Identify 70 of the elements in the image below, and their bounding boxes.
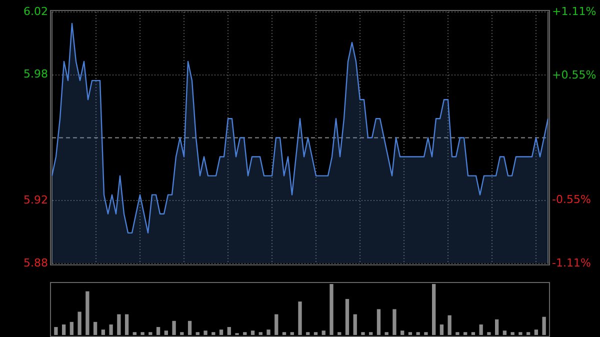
y-tick-label: 6.02 xyxy=(24,4,48,18)
bar xyxy=(78,312,82,335)
bar xyxy=(448,315,452,335)
bar xyxy=(117,314,121,335)
bar xyxy=(188,320,192,335)
bar xyxy=(432,284,436,335)
bar xyxy=(510,332,514,335)
bar xyxy=(384,332,388,335)
bar xyxy=(440,324,444,335)
bar xyxy=(322,330,326,335)
bar xyxy=(400,330,404,335)
bar xyxy=(148,332,152,335)
bar xyxy=(518,332,522,335)
bar xyxy=(376,309,381,335)
bar xyxy=(542,316,546,335)
bar xyxy=(109,324,113,335)
bar xyxy=(330,284,334,335)
bar xyxy=(266,330,270,335)
bar xyxy=(424,332,428,335)
bar xyxy=(250,330,255,335)
bar xyxy=(408,332,412,335)
y-tick-label: 5.92 xyxy=(24,193,48,206)
bar xyxy=(338,332,342,335)
bar xyxy=(416,332,420,335)
bar xyxy=(526,332,530,335)
bar xyxy=(392,309,396,335)
bar xyxy=(164,330,168,335)
bar xyxy=(156,327,160,335)
bar xyxy=(62,324,66,335)
bar xyxy=(471,332,476,335)
bar xyxy=(298,302,302,335)
y-tick-label: 5.88 xyxy=(24,256,48,270)
bar xyxy=(306,332,310,335)
y2-tick-label: +0.55% xyxy=(552,68,596,82)
bar xyxy=(212,332,216,335)
bar xyxy=(196,332,200,335)
bar xyxy=(140,332,144,335)
bar xyxy=(258,332,262,335)
bar xyxy=(464,332,468,335)
bar xyxy=(494,319,499,335)
bar xyxy=(456,332,460,335)
bar xyxy=(243,332,247,335)
bar xyxy=(487,332,491,335)
y2-tick-label: -1.11% xyxy=(552,256,591,270)
bar xyxy=(345,298,350,335)
bar xyxy=(369,332,373,335)
bar xyxy=(227,327,231,335)
bar xyxy=(132,332,136,335)
bar xyxy=(353,314,357,335)
y-tick-label: 5.98 xyxy=(24,68,48,81)
bar xyxy=(180,332,184,335)
bar xyxy=(219,330,224,335)
y2-tick-label: +1.11% xyxy=(552,4,596,18)
bar xyxy=(479,324,483,335)
bar xyxy=(86,291,90,335)
bar xyxy=(101,330,106,335)
bar xyxy=(282,332,286,335)
bar xyxy=(70,322,74,335)
bar xyxy=(172,320,176,335)
bar xyxy=(534,330,538,335)
bar xyxy=(54,327,58,335)
bar xyxy=(361,332,365,335)
bar xyxy=(314,332,318,335)
bar xyxy=(290,332,294,335)
bar xyxy=(204,330,208,335)
bar xyxy=(124,314,129,335)
bar xyxy=(274,314,278,335)
y2-tick-label: -0.55% xyxy=(552,192,591,206)
bar xyxy=(93,322,98,335)
bar xyxy=(502,330,507,335)
